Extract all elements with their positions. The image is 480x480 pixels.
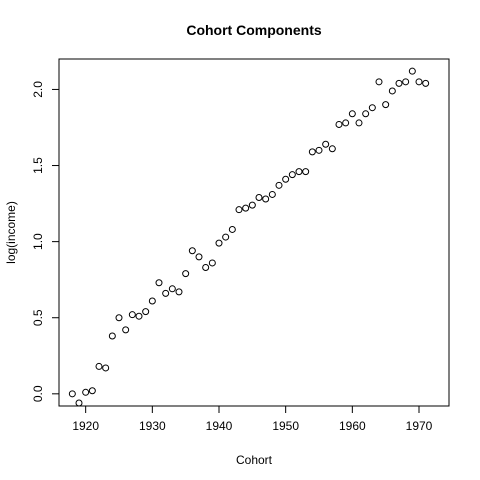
data-point	[169, 286, 175, 292]
plot-frame	[59, 59, 449, 406]
x-axis: 1920 1930 1940 1950 1960 1970	[72, 406, 432, 433]
data-point	[409, 68, 415, 74]
y-tick-label: 1.0	[31, 233, 45, 250]
y-tick-label: 1.5	[31, 157, 45, 174]
data-point	[203, 265, 209, 271]
data-point	[296, 169, 302, 175]
data-point	[369, 105, 375, 111]
data-point	[376, 79, 382, 85]
data-point	[149, 298, 155, 304]
data-point	[109, 333, 115, 339]
data-point	[103, 365, 109, 371]
x-tick-label: 1930	[139, 419, 166, 433]
data-point	[156, 280, 162, 286]
data-point	[196, 254, 202, 260]
x-axis-label: Cohort	[236, 453, 273, 467]
data-point	[243, 205, 249, 211]
y-tick-label: 2.0	[31, 81, 45, 98]
data-point	[89, 388, 95, 394]
y-tick-label: 0.0	[31, 385, 45, 402]
data-point	[356, 120, 362, 126]
data-point	[123, 327, 129, 333]
data-point	[256, 194, 262, 200]
y-tick-label: 0.5	[31, 309, 45, 326]
data-point	[423, 80, 429, 86]
data-point	[329, 146, 335, 152]
data-point	[309, 149, 315, 155]
x-tick-label: 1920	[72, 419, 99, 433]
data-point	[336, 121, 342, 127]
data-point	[383, 102, 389, 108]
data-point	[303, 169, 309, 175]
y-axis: 0.0 0.5 1.0 1.5 2.0	[31, 81, 59, 402]
data-point	[216, 240, 222, 246]
data-point	[229, 226, 235, 232]
data-point	[143, 309, 149, 315]
data-point	[343, 120, 349, 126]
data-point	[416, 79, 422, 85]
data-point	[136, 313, 142, 319]
x-tick-label: 1970	[406, 419, 433, 433]
data-point	[209, 260, 215, 266]
data-point	[223, 234, 229, 240]
data-point	[236, 207, 242, 213]
data-point	[349, 111, 355, 117]
data-point	[276, 182, 282, 188]
data-point	[116, 315, 122, 321]
x-tick-label: 1950	[272, 419, 299, 433]
y-axis-label: log(income)	[4, 201, 18, 264]
data-point	[129, 312, 135, 318]
data-point	[323, 141, 329, 147]
x-tick-label: 1940	[206, 419, 233, 433]
data-point	[389, 88, 395, 94]
data-point	[249, 202, 255, 208]
data-point	[176, 289, 182, 295]
data-point	[69, 391, 75, 397]
data-point	[283, 176, 289, 182]
data-point	[263, 196, 269, 202]
data-point	[289, 172, 295, 178]
data-point	[163, 290, 169, 296]
data-point	[363, 111, 369, 117]
data-point	[83, 389, 89, 395]
data-points	[69, 68, 428, 406]
chart-title: Cohort Components	[186, 22, 322, 38]
data-point	[316, 147, 322, 153]
data-point	[189, 248, 195, 254]
data-point	[403, 79, 409, 85]
data-point	[269, 191, 275, 197]
data-point	[76, 400, 82, 406]
data-point	[183, 271, 189, 277]
data-point	[396, 80, 402, 86]
data-point	[96, 363, 102, 369]
x-tick-label: 1960	[339, 419, 366, 433]
